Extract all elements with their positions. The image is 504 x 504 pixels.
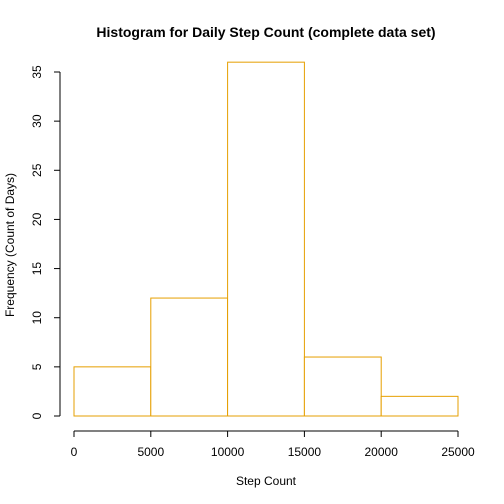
- bars-group: [73, 61, 459, 417]
- x-tick-label: 0: [71, 445, 78, 459]
- y-tick-label: 25: [30, 163, 44, 177]
- histogram-bar-1: [150, 297, 229, 417]
- histogram-bar-0: [73, 366, 152, 417]
- x-tick-label: 5000: [137, 445, 164, 459]
- y-axis: 0 5 10 15 20 25 30 35: [30, 65, 61, 419]
- x-axis: 0 5000 10000 15000 20000 25000: [71, 430, 475, 459]
- x-tick-label: 15000: [288, 445, 322, 459]
- histogram-bar-3: [303, 356, 382, 417]
- y-tick-label: 10: [30, 311, 44, 325]
- y-tick-label: 0: [30, 412, 44, 419]
- y-tick-label: 30: [30, 114, 44, 128]
- x-tick-label: 10000: [211, 445, 245, 459]
- y-tick-label: 35: [30, 65, 44, 79]
- chart-title: Histogram for Daily Step Count (complete…: [96, 24, 435, 40]
- x-tick-label: 20000: [365, 445, 399, 459]
- x-axis-label: Step Count: [236, 474, 297, 488]
- x-tick-label: 25000: [441, 445, 475, 459]
- y-tick-label: 20: [30, 212, 44, 226]
- y-tick-label: 15: [30, 262, 44, 276]
- histogram-bar-4: [380, 395, 459, 417]
- y-axis-label: Frequency (Count of Days): [3, 173, 17, 317]
- histogram-bar-2: [227, 61, 305, 417]
- y-tick-label: 5: [30, 363, 44, 370]
